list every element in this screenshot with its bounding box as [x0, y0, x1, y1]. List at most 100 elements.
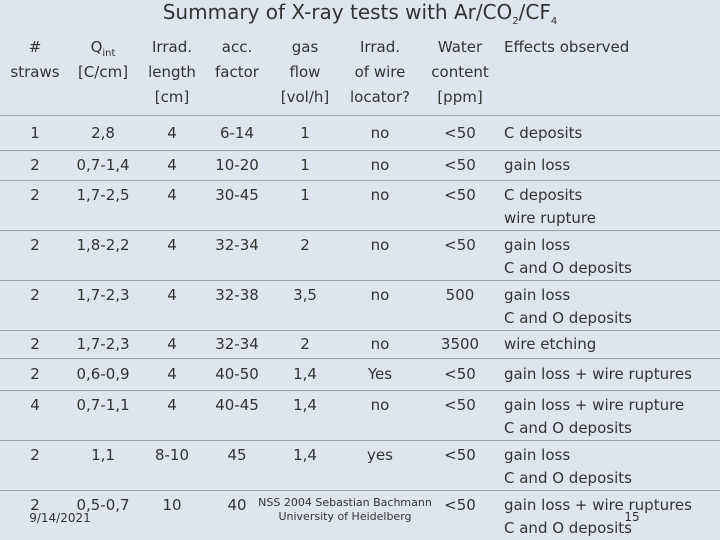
text-segment: /CF — [518, 0, 551, 24]
header-cell: straws — [10, 63, 60, 81]
table-cell: <50 — [444, 396, 476, 414]
table-cell: 4 — [167, 156, 177, 174]
table-cell: 4 — [167, 123, 177, 142]
table-cell: no — [370, 335, 390, 353]
effect-text: gain loss + wire rupture — [504, 396, 685, 414]
table-cell: 32-34 — [215, 236, 259, 254]
table-cell: Yes — [367, 365, 393, 383]
subscript: 2 — [512, 16, 519, 27]
effect-text: C deposits — [504, 123, 583, 142]
footer-text: University of Heidelberg — [278, 510, 412, 523]
table-cell: 2 — [30, 186, 40, 204]
table-cell: 4 — [167, 286, 177, 304]
table-cell: 45 — [227, 446, 247, 464]
table-cell: 8-10 — [154, 446, 190, 464]
table-cell: 1,4 — [293, 446, 317, 464]
table-cell: 0,7-1,1 — [76, 396, 130, 414]
effect-text: gain loss — [504, 286, 571, 304]
effect-text: wire etching — [504, 335, 597, 353]
table-cell: no — [370, 236, 390, 254]
table-cell: no — [370, 156, 390, 174]
table-cell: 4 — [167, 236, 177, 254]
header-cell: content — [431, 63, 489, 81]
effect-text: gain loss — [504, 236, 571, 254]
table-cell: no — [370, 186, 390, 204]
header-cell: acc. — [221, 38, 253, 56]
table-cell: 4 — [167, 186, 177, 204]
header-cell: factor — [215, 63, 259, 81]
table-cell: no — [370, 286, 390, 304]
table-cell: 1 — [300, 156, 310, 174]
table-cell: 1,7-2,3 — [76, 286, 130, 304]
table-cell: 3,5 — [293, 286, 317, 304]
text-segment: Q — [90, 38, 103, 56]
table-cell: 1,8-2,2 — [76, 236, 130, 254]
table-cell: 2 — [30, 156, 40, 174]
effect-text: C and O deposits — [504, 259, 632, 277]
header-cell: of wire — [354, 63, 406, 81]
table-cell: 30-45 — [215, 186, 259, 204]
table-cell: 10 — [162, 496, 182, 514]
slide-title: Summary of X-ray tests with Ar/CO2/CF4 — [163, 0, 558, 34]
table-cell: <50 — [444, 496, 476, 514]
table-cell: 2 — [30, 496, 40, 514]
subscript: int — [102, 48, 116, 59]
effect-text: wire rupture — [504, 209, 596, 227]
effect-text: gain loss + wire ruptures — [504, 496, 692, 514]
table-cell: 4 — [167, 365, 177, 383]
header-cell: gas — [291, 38, 319, 56]
table-cell: 32-38 — [215, 286, 259, 304]
row-divider — [0, 330, 720, 331]
table-cell: yes — [367, 446, 393, 464]
table-cell: <50 — [444, 123, 476, 142]
header-cell: Effects observed — [504, 38, 630, 56]
effect-text: C and O deposits — [504, 469, 632, 487]
page-number: 15 — [624, 510, 640, 524]
header-cell: # — [28, 38, 42, 56]
table-cell: 32-34 — [215, 335, 259, 353]
header-cell: Qint — [91, 38, 116, 63]
effect-text: C deposits — [504, 186, 583, 204]
row-divider — [0, 358, 720, 359]
row-divider — [0, 390, 720, 391]
table-cell: 1,7-2,3 — [76, 335, 130, 353]
row-divider — [0, 180, 720, 181]
header-cell: [C/cm] — [77, 63, 129, 81]
table-cell: 2 — [30, 446, 40, 464]
table-cell: 1 — [30, 123, 40, 142]
row-divider — [0, 490, 720, 491]
table-cell: 40-45 — [215, 396, 259, 414]
row-divider — [0, 230, 720, 231]
footer-date: 9/14/2021 — [29, 511, 91, 525]
header-cell: Irrad. — [152, 38, 192, 56]
header-cell: locator? — [350, 88, 410, 106]
table-cell: <50 — [444, 365, 476, 383]
header-cell: length — [148, 63, 196, 81]
header-cell: [vol/h] — [280, 88, 330, 106]
row-divider — [0, 115, 720, 116]
table-cell: 1,4 — [293, 365, 317, 383]
table-cell: 2,8 — [91, 123, 115, 142]
effect-text: gain loss — [504, 446, 571, 464]
table-cell: <50 — [444, 156, 476, 174]
table-cell: 1,4 — [293, 396, 317, 414]
table-cell: 4 — [167, 335, 177, 353]
table-cell: 2 — [30, 335, 40, 353]
table-cell: 2 — [30, 286, 40, 304]
table-cell: 2 — [300, 236, 310, 254]
effect-text: gain loss + wire ruptures — [504, 365, 692, 383]
effect-text: C and O deposits — [504, 519, 632, 537]
header-cell: [ppm] — [437, 88, 483, 106]
table-cell: no — [370, 396, 390, 414]
table-cell: 0,6-0,9 — [76, 365, 130, 383]
table-cell: 1 — [300, 123, 310, 142]
table-cell: 0,7-1,4 — [76, 156, 130, 174]
table-cell: 10-20 — [215, 156, 259, 174]
effect-text: C and O deposits — [504, 309, 632, 327]
table-cell: <50 — [444, 446, 476, 464]
table-cell: 0,5-0,7 — [76, 496, 130, 514]
table-cell: <50 — [444, 236, 476, 254]
header-cell: Water — [437, 38, 483, 56]
row-divider — [0, 440, 720, 441]
